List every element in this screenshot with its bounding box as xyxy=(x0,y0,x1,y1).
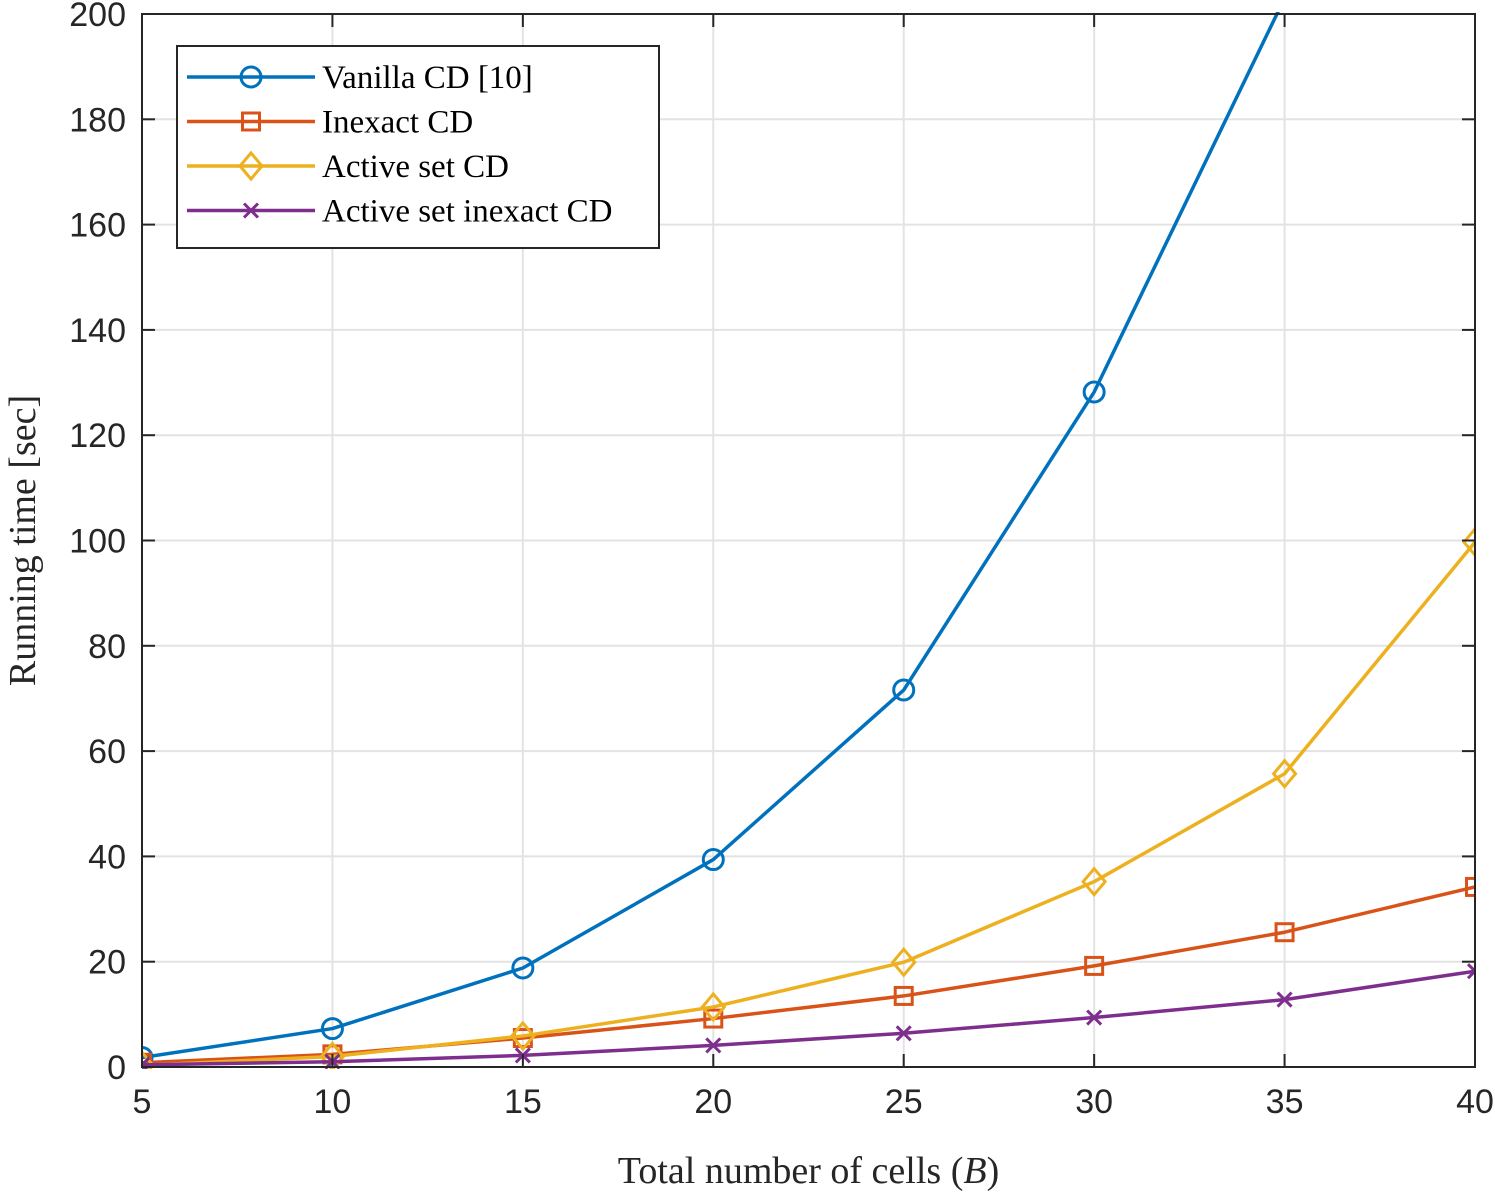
data-point xyxy=(890,946,917,978)
data-point xyxy=(142,1050,155,1069)
x-tick-label: 35 xyxy=(1266,1083,1304,1121)
data-point xyxy=(701,848,725,872)
data-point xyxy=(142,1056,151,1069)
y-tick-label: 160 xyxy=(69,207,126,245)
x-tick-label: 15 xyxy=(504,1083,542,1121)
y-tick-label: 40 xyxy=(88,838,126,876)
y-tick-label: 60 xyxy=(88,733,126,771)
data-point xyxy=(1086,1009,1103,1026)
grid-lines xyxy=(141,13,1476,1068)
data-point xyxy=(1466,963,1475,980)
data-point xyxy=(511,956,535,980)
data-point xyxy=(700,991,727,1023)
data-point xyxy=(1276,991,1293,1008)
legend-label: Active set CD xyxy=(322,149,509,185)
data-point xyxy=(238,150,264,182)
legend-box xyxy=(176,45,660,249)
y-tick-label: 0 xyxy=(107,1049,126,1087)
data-point xyxy=(1274,922,1295,943)
y-tick-label: 80 xyxy=(88,628,126,666)
legend: Vanilla CD [10] Inexact CD Active set CD Ac… xyxy=(176,45,660,249)
legend-entry: Inexact CD xyxy=(187,105,473,141)
x-axis-label: Total number of cells (B) xyxy=(618,1150,999,1192)
series-active-set-cd xyxy=(142,526,1475,1069)
data-point xyxy=(1465,876,1475,897)
data-point xyxy=(239,65,263,89)
data-point xyxy=(320,1017,344,1041)
data-point xyxy=(705,1037,722,1054)
y-tick-label: 20 xyxy=(88,944,126,982)
data-point xyxy=(319,1041,346,1069)
x-tick-label: 20 xyxy=(694,1083,732,1121)
legend-entry: Vanilla CD [10] xyxy=(187,60,533,96)
legend-label: Active set inexact CD xyxy=(322,194,613,230)
x-tick-label: 40 xyxy=(1456,1083,1494,1121)
data-point xyxy=(1462,526,1475,558)
x-tick-label: 30 xyxy=(1075,1083,1113,1121)
x-tick-label: 5 xyxy=(133,1083,152,1121)
tick-labels: 5 10 15 20 25 30 35 40 0 20 40 60 80 100 120 140 160 180 2… xyxy=(69,0,1494,1121)
data-point xyxy=(509,1020,536,1052)
y-tick-label: 100 xyxy=(69,523,126,561)
y-tick-label: 180 xyxy=(69,101,126,139)
data-point xyxy=(895,1025,912,1042)
data-point xyxy=(893,985,914,1006)
legend-entry: Active set inexact CD xyxy=(187,194,613,230)
data-point xyxy=(1081,866,1108,897)
data-point xyxy=(1084,955,1105,976)
x-tick-label: 25 xyxy=(885,1083,923,1121)
series-line xyxy=(142,12,1280,1060)
tick-marks xyxy=(141,13,1476,1068)
series-inexact-cd xyxy=(142,876,1475,1069)
series-layer xyxy=(142,12,1475,1069)
legend-label: Inexact CD xyxy=(322,105,473,141)
y-tick-label: 120 xyxy=(69,417,126,455)
data-point xyxy=(892,678,916,702)
series-line xyxy=(142,969,1475,1067)
series-line xyxy=(142,540,1475,1068)
data-point xyxy=(1082,380,1106,404)
data-point xyxy=(1271,758,1298,790)
legend-entry: Active set CD xyxy=(187,149,509,185)
y-tick-label: 140 xyxy=(69,312,126,350)
legend-label: Vanilla CD [10] xyxy=(322,60,533,96)
x-tick-label: 10 xyxy=(314,1083,352,1121)
y-axis-label: Running time [sec] xyxy=(2,395,44,686)
data-point xyxy=(242,202,260,219)
data-point xyxy=(241,111,261,132)
data-point xyxy=(703,1008,724,1029)
series-line xyxy=(142,885,1475,1065)
y-tick-label: 200 xyxy=(69,0,126,34)
